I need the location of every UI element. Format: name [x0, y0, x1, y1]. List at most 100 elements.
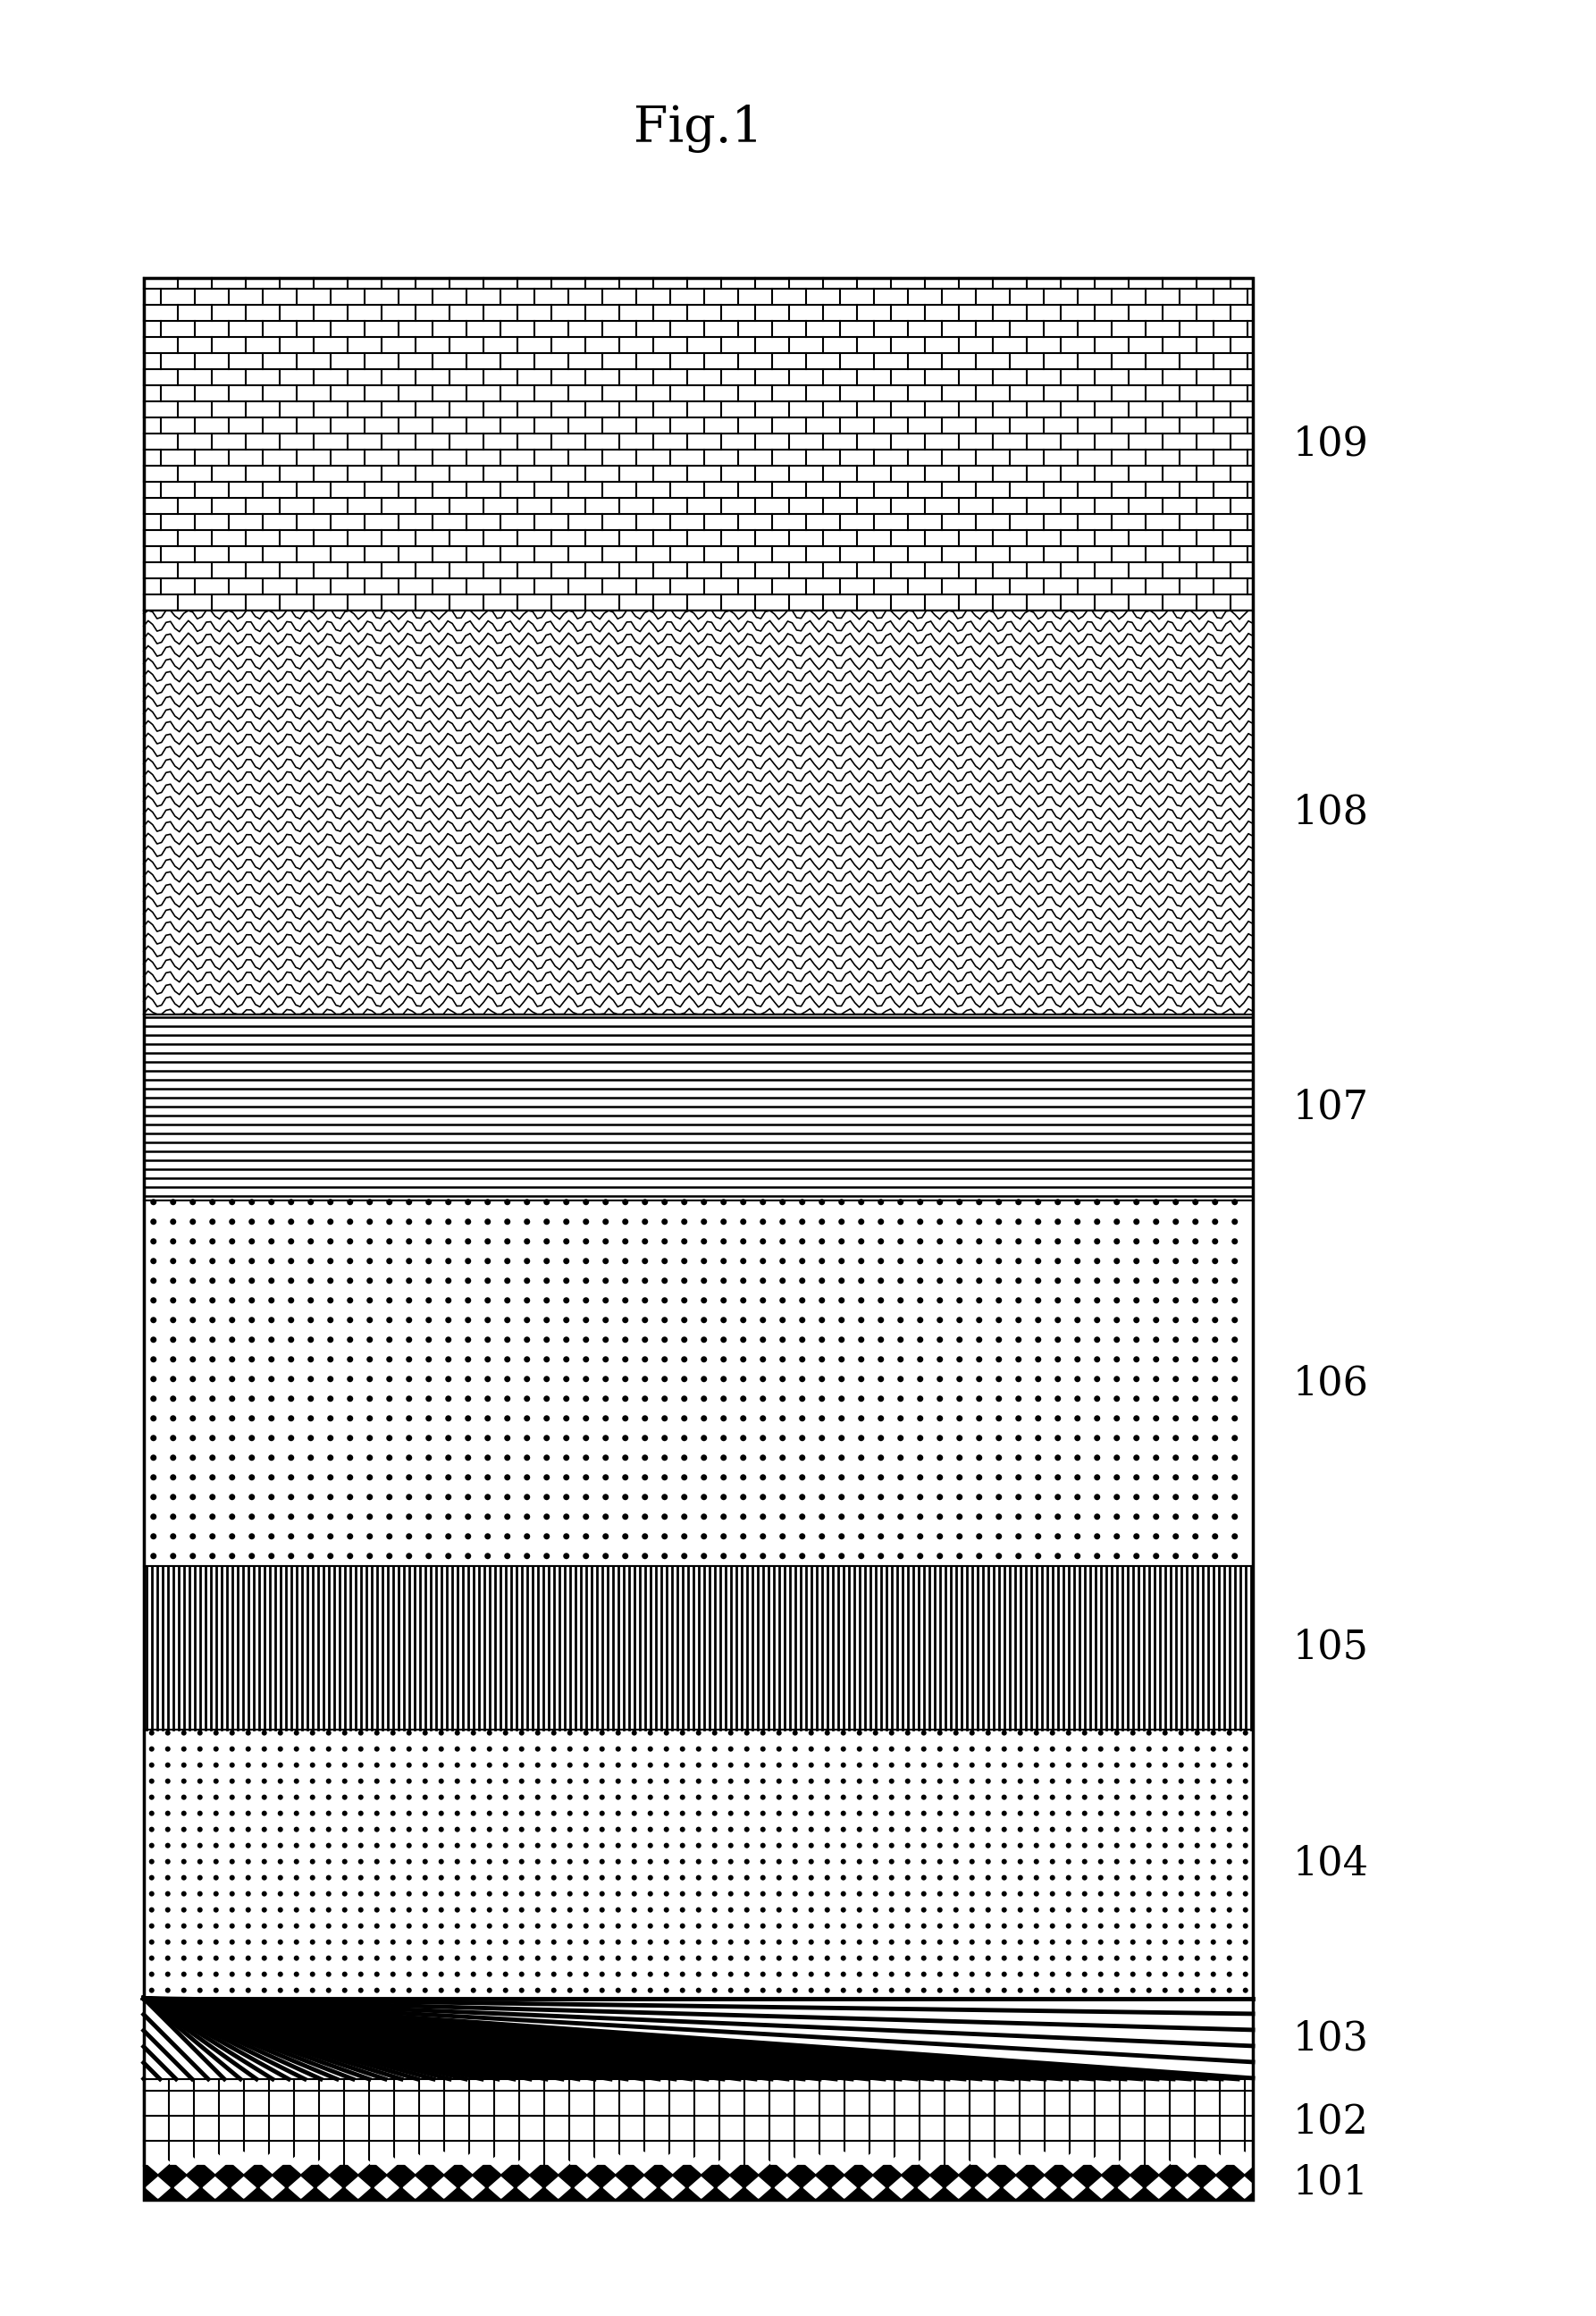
Circle shape	[701, 1218, 707, 1225]
Circle shape	[937, 1906, 943, 1913]
Circle shape	[642, 1336, 648, 1343]
Circle shape	[664, 1730, 669, 1735]
Polygon shape	[1033, 2177, 1057, 2198]
Circle shape	[535, 1844, 541, 1848]
Circle shape	[407, 1779, 412, 1783]
Circle shape	[918, 1218, 924, 1225]
Circle shape	[1018, 1971, 1023, 1978]
Circle shape	[346, 1475, 353, 1480]
Circle shape	[792, 1876, 798, 1881]
Circle shape	[1074, 1533, 1080, 1540]
Circle shape	[1162, 1922, 1168, 1929]
Circle shape	[918, 1415, 924, 1422]
Circle shape	[648, 1730, 653, 1735]
Circle shape	[294, 1827, 298, 1832]
Circle shape	[1050, 1827, 1055, 1832]
Circle shape	[841, 1811, 846, 1816]
Circle shape	[373, 1906, 380, 1913]
Circle shape	[1192, 1297, 1199, 1304]
Circle shape	[249, 1454, 255, 1461]
Circle shape	[859, 1515, 865, 1519]
Circle shape	[622, 1357, 629, 1362]
Circle shape	[214, 1811, 219, 1816]
Circle shape	[1114, 1762, 1119, 1767]
Circle shape	[809, 1971, 814, 1978]
Circle shape	[600, 1987, 605, 1994]
Circle shape	[776, 1730, 782, 1735]
Circle shape	[262, 1860, 267, 1864]
Circle shape	[977, 1554, 982, 1559]
Circle shape	[889, 1955, 894, 1962]
Circle shape	[1146, 1730, 1152, 1735]
Circle shape	[190, 1554, 196, 1559]
Circle shape	[1055, 1494, 1061, 1501]
Circle shape	[583, 1746, 589, 1751]
Circle shape	[680, 1762, 685, 1767]
Circle shape	[1114, 1892, 1119, 1897]
Circle shape	[535, 1795, 541, 1800]
Circle shape	[1152, 1336, 1159, 1343]
Circle shape	[583, 1515, 589, 1519]
Circle shape	[150, 1415, 156, 1422]
Circle shape	[1192, 1376, 1199, 1383]
Circle shape	[642, 1218, 648, 1225]
Circle shape	[841, 1844, 846, 1848]
Circle shape	[190, 1218, 196, 1225]
Circle shape	[1074, 1239, 1080, 1244]
Circle shape	[198, 1876, 203, 1881]
Circle shape	[407, 1730, 412, 1735]
Circle shape	[857, 1906, 862, 1913]
Circle shape	[487, 1971, 492, 1978]
Circle shape	[800, 1376, 806, 1383]
Circle shape	[977, 1515, 982, 1519]
Circle shape	[1173, 1475, 1179, 1480]
Circle shape	[776, 1811, 782, 1816]
Circle shape	[744, 1987, 750, 1994]
Circle shape	[760, 1779, 766, 1783]
Circle shape	[373, 1938, 380, 1945]
Circle shape	[889, 1746, 894, 1751]
Circle shape	[642, 1357, 648, 1362]
Polygon shape	[1232, 2177, 1256, 2198]
Circle shape	[471, 1860, 476, 1864]
Circle shape	[859, 1415, 865, 1422]
Circle shape	[367, 1258, 373, 1265]
Circle shape	[977, 1336, 982, 1343]
Circle shape	[1114, 1239, 1120, 1244]
Circle shape	[1093, 1336, 1100, 1343]
Circle shape	[567, 1860, 573, 1864]
Circle shape	[728, 1922, 734, 1929]
Circle shape	[1232, 1397, 1238, 1401]
Polygon shape	[145, 2152, 169, 2172]
Circle shape	[1114, 1987, 1119, 1994]
Circle shape	[1114, 1397, 1120, 1401]
Circle shape	[776, 1892, 782, 1897]
Circle shape	[878, 1357, 884, 1362]
Circle shape	[859, 1436, 865, 1441]
Circle shape	[485, 1357, 492, 1362]
Circle shape	[918, 1239, 924, 1244]
Circle shape	[1146, 1779, 1152, 1783]
Circle shape	[1194, 1922, 1200, 1929]
Polygon shape	[689, 2177, 713, 2198]
Circle shape	[426, 1494, 433, 1501]
Circle shape	[150, 1278, 156, 1283]
Circle shape	[712, 1892, 717, 1897]
Circle shape	[346, 1436, 353, 1441]
Circle shape	[632, 1795, 637, 1800]
Circle shape	[326, 1892, 332, 1897]
Polygon shape	[946, 2152, 970, 2172]
Circle shape	[287, 1554, 294, 1559]
Circle shape	[701, 1200, 707, 1204]
Circle shape	[897, 1475, 903, 1480]
Circle shape	[249, 1200, 255, 1204]
Circle shape	[228, 1376, 235, 1383]
Circle shape	[873, 1906, 878, 1913]
Circle shape	[182, 1730, 187, 1735]
Circle shape	[1036, 1415, 1041, 1422]
Circle shape	[386, 1436, 393, 1441]
Circle shape	[937, 1811, 943, 1816]
Circle shape	[471, 1987, 476, 1994]
Circle shape	[1211, 1922, 1216, 1929]
Circle shape	[741, 1376, 747, 1383]
